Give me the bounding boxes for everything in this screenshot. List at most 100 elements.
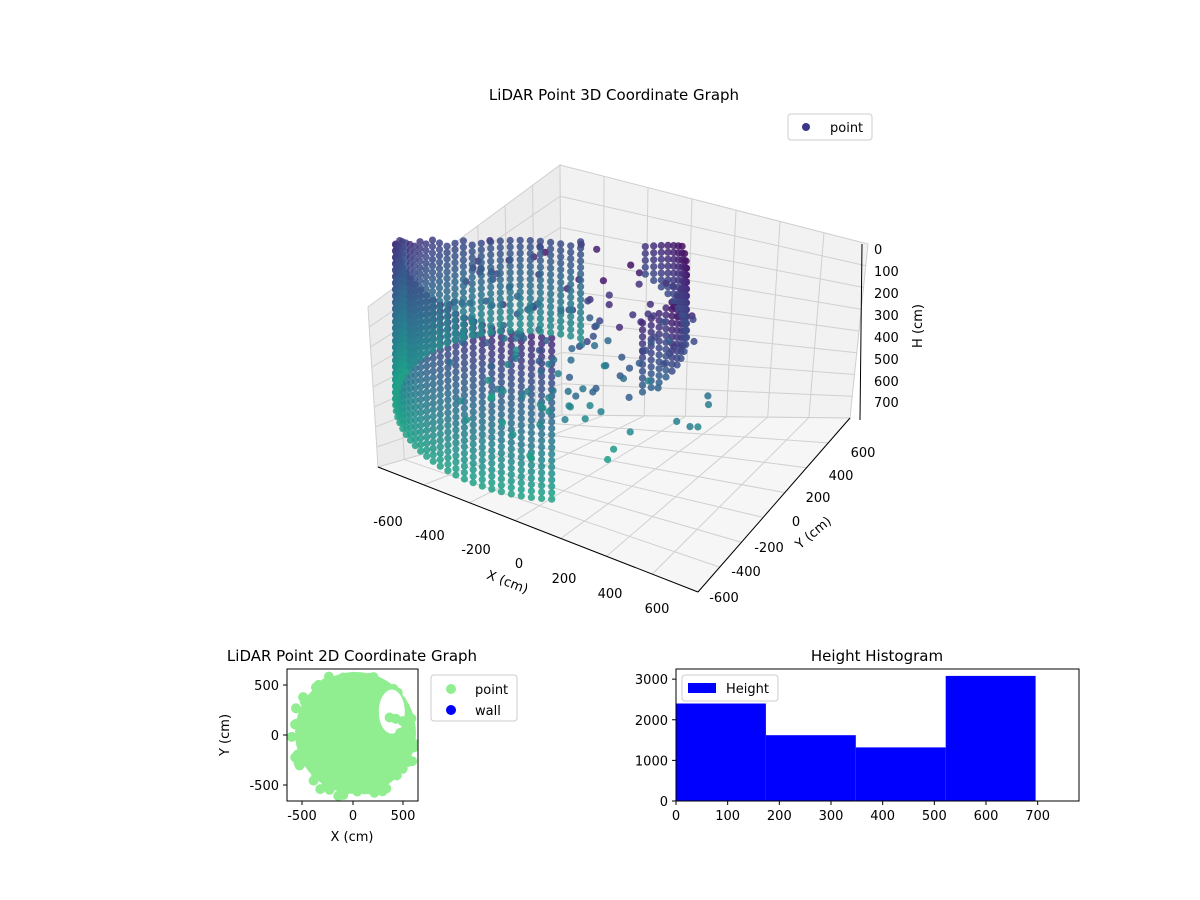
point-3d bbox=[452, 426, 460, 434]
point-3d bbox=[670, 283, 678, 291]
point-3d bbox=[506, 314, 514, 322]
point-3d bbox=[554, 370, 562, 378]
histogram-x-ticks: 0 100 200 300 400 500 600 700 bbox=[672, 801, 1050, 824]
point-3d bbox=[436, 423, 444, 432]
point-3d bbox=[536, 302, 545, 310]
point-3d bbox=[422, 324, 430, 332]
point-3d bbox=[635, 280, 643, 288]
point-3d bbox=[538, 437, 546, 445]
point-3d bbox=[572, 392, 580, 400]
scatter-2d-gap bbox=[378, 689, 405, 734]
y-tick-label: -200 bbox=[754, 541, 784, 556]
point-3d bbox=[506, 288, 514, 296]
y-tick-label: 0 bbox=[271, 729, 279, 744]
point-3d bbox=[416, 354, 424, 362]
point-3d bbox=[468, 254, 476, 262]
point-3d bbox=[488, 453, 496, 461]
point-3d bbox=[604, 455, 612, 464]
point-3d bbox=[416, 347, 424, 355]
point-3d bbox=[507, 490, 515, 498]
point-3d bbox=[394, 384, 402, 392]
point-3d bbox=[657, 255, 665, 263]
point-2d bbox=[291, 703, 301, 714]
point-3d bbox=[429, 399, 437, 407]
point-3d bbox=[536, 269, 545, 278]
point-3d bbox=[506, 236, 514, 245]
point-3d bbox=[443, 294, 451, 302]
point-3d bbox=[435, 239, 444, 247]
point-3d bbox=[444, 396, 452, 404]
point-3d bbox=[506, 269, 514, 277]
y-tick-label: -600 bbox=[709, 591, 739, 606]
point-3d bbox=[629, 311, 637, 319]
point-2d bbox=[311, 682, 321, 693]
point-3d bbox=[638, 381, 647, 389]
point-3d bbox=[517, 382, 525, 390]
point-3d bbox=[497, 404, 505, 412]
point-3d bbox=[451, 246, 459, 254]
point-3d bbox=[417, 395, 425, 404]
point-3d bbox=[488, 479, 496, 487]
point-2d bbox=[342, 676, 353, 687]
point-3d bbox=[443, 249, 451, 257]
point-3d bbox=[526, 237, 534, 245]
point-3d bbox=[577, 289, 585, 297]
point-3d bbox=[459, 269, 467, 277]
point-3d bbox=[635, 269, 644, 277]
point-3d bbox=[548, 476, 556, 484]
point-3d bbox=[429, 393, 437, 401]
point-3d bbox=[547, 264, 555, 272]
point-3d bbox=[516, 281, 524, 289]
point-3d bbox=[557, 304, 565, 312]
x-tick-label: 200 bbox=[767, 809, 792, 824]
point-3d bbox=[625, 364, 634, 372]
histogram-bar bbox=[676, 703, 766, 801]
point-3d bbox=[547, 238, 555, 246]
point-3d bbox=[686, 423, 694, 431]
point-3d bbox=[459, 256, 467, 264]
x-ticks-2d: -500 0 500 bbox=[287, 809, 415, 824]
point-3d bbox=[452, 445, 460, 453]
legend-label-height: Height bbox=[726, 682, 769, 697]
point-3d bbox=[488, 343, 496, 351]
point-3d bbox=[417, 421, 425, 429]
point-3d bbox=[615, 323, 624, 331]
point-3d bbox=[657, 269, 665, 277]
point-3d bbox=[469, 479, 477, 487]
point-3d bbox=[655, 351, 663, 359]
point-3d bbox=[516, 301, 524, 309]
point-3d bbox=[547, 329, 555, 337]
point-3d bbox=[423, 446, 431, 454]
point-3d bbox=[641, 270, 649, 278]
point-3d bbox=[647, 339, 655, 347]
legend-label-point: point bbox=[830, 121, 863, 136]
point-3d bbox=[460, 385, 468, 393]
point-3d bbox=[638, 388, 647, 396]
point-2d bbox=[406, 713, 417, 724]
point-3d bbox=[487, 289, 495, 298]
x-tick-label: 300 bbox=[819, 809, 844, 824]
point-3d bbox=[526, 301, 534, 309]
point-3d bbox=[547, 271, 555, 279]
point-3d bbox=[538, 385, 546, 393]
point-3d bbox=[557, 291, 565, 299]
point-3d bbox=[428, 320, 437, 328]
point-3d bbox=[647, 356, 655, 364]
point-3d bbox=[655, 344, 663, 352]
point-3d bbox=[487, 315, 495, 323]
point-3d bbox=[459, 288, 467, 296]
x-tick-label: 500 bbox=[391, 809, 416, 824]
point-3d bbox=[583, 338, 591, 346]
point-3d bbox=[429, 425, 437, 433]
point-3d bbox=[557, 285, 565, 293]
point-3d bbox=[527, 377, 536, 386]
point-3d bbox=[527, 468, 536, 476]
point-3d bbox=[655, 372, 663, 380]
point-3d bbox=[548, 495, 556, 503]
point-3d bbox=[548, 347, 556, 355]
point-3d bbox=[478, 411, 486, 419]
point-2d bbox=[290, 719, 301, 730]
point-3d bbox=[527, 352, 536, 360]
point-3d bbox=[460, 353, 468, 361]
point-3d bbox=[423, 433, 431, 441]
